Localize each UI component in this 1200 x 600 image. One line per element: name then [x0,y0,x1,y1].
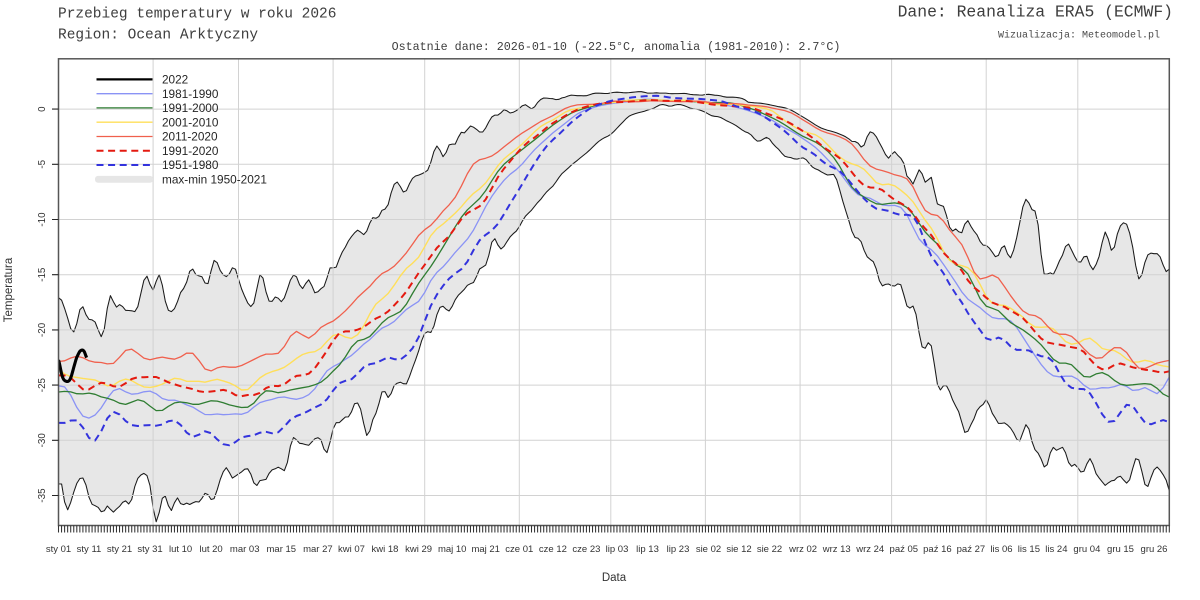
svg-text:max-min 1950-2021: max-min 1950-2021 [162,172,267,186]
svg-text:Data: Data [602,572,627,584]
svg-text:mar 27: mar 27 [303,544,333,555]
svg-text:1991-2020: 1991-2020 [162,144,219,158]
svg-text:-10: -10 [37,212,48,227]
svg-text:mar 15: mar 15 [267,544,297,555]
svg-text:1951-1980: 1951-1980 [162,158,219,172]
svg-text:Temperatura: Temperatura [3,257,15,322]
svg-text:sty 31: sty 31 [137,544,162,555]
svg-text:cze 01: cze 01 [505,544,533,555]
svg-text:lut 10: lut 10 [169,544,192,555]
svg-text:Region: Ocean Arktyczny: Region: Ocean Arktyczny [58,28,258,44]
svg-text:sie 22: sie 22 [757,544,782,555]
svg-text:2011-2020: 2011-2020 [162,130,218,144]
svg-text:lip 03: lip 03 [606,544,629,555]
svg-text:sty 21: sty 21 [107,544,132,555]
svg-text:lip 23: lip 23 [667,544,690,555]
svg-text:gru 26: gru 26 [1141,544,1168,555]
svg-text:paź 05: paź 05 [890,544,919,555]
svg-text:kwi 07: kwi 07 [338,544,365,555]
svg-text:lis 06: lis 06 [990,544,1012,555]
svg-text:-25: -25 [37,377,48,392]
svg-text:2001-2010: 2001-2010 [162,115,219,129]
svg-text:mar 03: mar 03 [230,544,260,555]
svg-text:cze 23: cze 23 [572,544,600,555]
svg-text:sty 01: sty 01 [46,544,71,555]
svg-text:wrz 24: wrz 24 [855,544,884,555]
svg-text:wrz 13: wrz 13 [822,544,851,555]
svg-text:1991-2000: 1991-2000 [162,101,219,115]
svg-text:paź 16: paź 16 [923,544,952,555]
svg-text:lut 20: lut 20 [199,544,222,555]
svg-text:0: 0 [37,106,48,112]
svg-text:gru 15: gru 15 [1107,544,1134,555]
svg-text:lip 13: lip 13 [636,544,659,555]
svg-text:lis 15: lis 15 [1018,544,1040,555]
svg-text:-30: -30 [37,433,48,448]
svg-text:Dane: Reanaliza ERA5 (ECMWF): Dane: Reanaliza ERA5 (ECMWF) [898,3,1173,22]
svg-text:sie 12: sie 12 [726,544,751,555]
svg-text:-15: -15 [37,267,48,282]
svg-text:wrz 02: wrz 02 [788,544,817,555]
svg-text:Przebieg temperatury w roku 20: Przebieg temperatury w roku 2026 [58,7,336,23]
svg-text:kwi 18: kwi 18 [372,544,399,555]
svg-text:cze 12: cze 12 [539,544,567,555]
svg-text:sty 11: sty 11 [77,544,102,555]
svg-text:Wizualizacja: Meteomodel.pl: Wizualizacja: Meteomodel.pl [998,30,1160,42]
svg-text:lis 24: lis 24 [1045,544,1067,555]
svg-text:-5: -5 [37,159,48,168]
svg-text:Ostatnie dane: 2026-01-10 (-22: Ostatnie dane: 2026-01-10 (-22.5°C, anom… [392,40,841,54]
svg-text:maj 10: maj 10 [438,544,467,555]
svg-text:-20: -20 [37,322,48,337]
svg-text:-35: -35 [37,488,48,503]
svg-text:kwi 29: kwi 29 [405,544,432,555]
svg-text:paź 27: paź 27 [957,544,986,555]
svg-text:gru 04: gru 04 [1073,544,1100,555]
svg-text:2022: 2022 [162,73,188,87]
svg-text:sie 02: sie 02 [696,544,721,555]
svg-text:1981-1990: 1981-1990 [162,87,219,101]
svg-text:maj 21: maj 21 [471,544,500,555]
